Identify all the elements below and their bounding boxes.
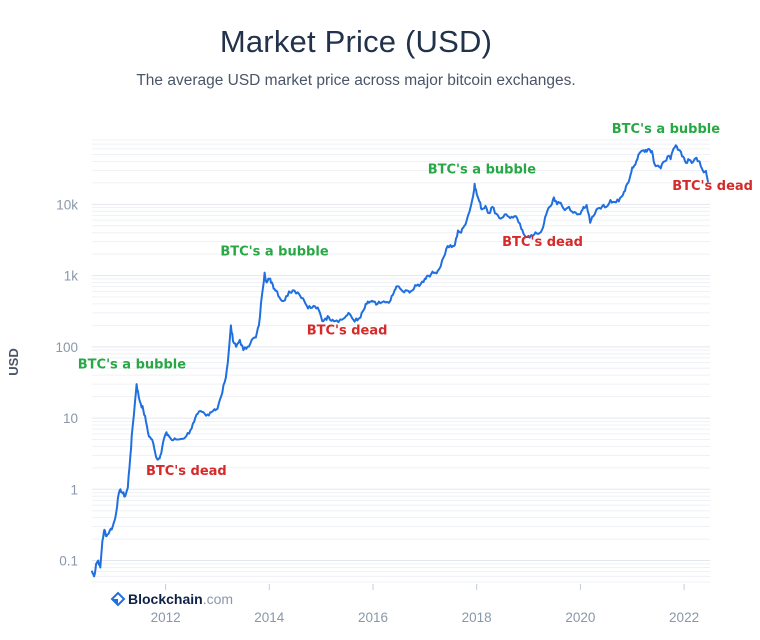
blockchain-logo-icon <box>110 591 126 607</box>
chart-subtitle: The average USD market price across majo… <box>136 72 576 89</box>
annotation-dead: BTC's dead <box>146 464 227 479</box>
gridlines <box>92 139 710 583</box>
x-axis-ticks: 2012 2014 2016 2018 2020 2022 <box>151 584 699 625</box>
y-tick-label: 0.1 <box>59 554 78 569</box>
annotation-bubble: BTC's a bubble <box>612 122 720 137</box>
price-series-line <box>91 144 709 578</box>
y-tick-label: 1 <box>70 482 78 497</box>
annotation-bubble: BTC's a bubble <box>78 357 186 372</box>
annotation-bubble: BTC's a bubble <box>220 245 328 260</box>
x-tick-label: 2012 <box>151 610 181 625</box>
x-tick-label: 2014 <box>254 610 285 625</box>
x-tick-label: 2016 <box>358 610 388 625</box>
x-tick-label: 2020 <box>565 610 595 625</box>
annotation-dead: BTC's dead <box>307 323 388 338</box>
annotation-dead: BTC's dead <box>502 235 583 250</box>
blockchain-branding: Blockchain.com <box>110 591 233 607</box>
brand-text: Blockchain.com <box>128 591 233 607</box>
x-tick-label: 2022 <box>669 610 699 625</box>
y-tick-label: 10 <box>63 411 78 426</box>
brand-suffix: .com <box>203 591 233 607</box>
brand-name: Blockchain <box>128 591 203 607</box>
annotations: BTC's a bubble BTC's dead BTC's a bubble BT… <box>78 122 753 479</box>
chart-title: Market Price (USD) <box>219 24 493 59</box>
annotation-dead: BTC's dead <box>672 179 753 194</box>
annotation-bubble: BTC's a bubble <box>428 163 536 178</box>
y-tick-label: 100 <box>55 340 78 355</box>
y-tick-label: 1k <box>64 269 79 284</box>
y-axis-label: USD <box>6 348 21 375</box>
y-axis-ticks: 0.1 1 10 100 1k 10k <box>55 197 78 568</box>
y-tick-label: 10k <box>56 197 78 212</box>
x-tick-label: 2018 <box>462 610 492 625</box>
